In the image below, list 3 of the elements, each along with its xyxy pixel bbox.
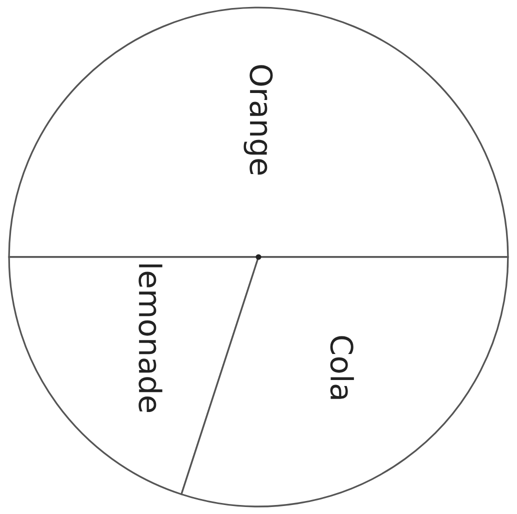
slice-label: Orange bbox=[244, 65, 273, 175]
slice-label: lemonade bbox=[138, 264, 162, 412]
slice-label: Cola bbox=[330, 336, 354, 399]
